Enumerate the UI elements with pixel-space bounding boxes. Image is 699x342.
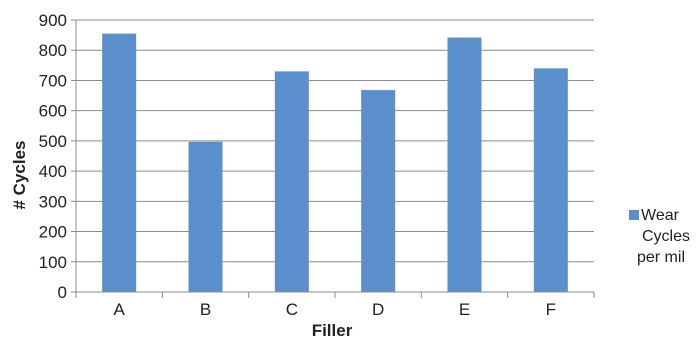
bar-c [274,71,309,292]
y-axis-title: # Cycles [10,141,29,210]
y-tick-label: 200 [39,223,67,242]
y-tick-label: 700 [39,71,67,90]
x-axis-title: Filler [312,321,353,340]
x-tick-label: C [286,300,298,319]
legend: Wear Cycles per mil [629,207,690,266]
axes [75,20,594,293]
y-tick-label: 300 [39,192,67,211]
x-tick-label: E [459,300,470,319]
bars [102,33,568,293]
x-tick-labels: A B C D E F [75,292,595,319]
bar-a [102,33,137,292]
bar-f [533,68,568,292]
y-tick-labels: 0 100 200 300 400 500 600 700 800 900 [39,11,76,302]
x-tick-label: D [372,300,384,319]
bar-e [447,37,482,293]
legend-label-line-3: per mil [637,249,685,266]
x-tick-label: F [546,300,556,319]
legend-label-line-1: Wear [641,207,680,224]
legend-swatch [629,210,639,220]
legend-label-line-2: Cycles [642,228,690,245]
y-tick-label: 100 [39,253,67,272]
y-tick-label: 600 [39,102,67,121]
x-tick-label: B [200,300,211,319]
y-tick-label: 0 [58,283,67,302]
bar-d [361,90,396,292]
y-tick-label: 800 [39,41,67,60]
x-tick-label: A [113,300,125,319]
gridlines [76,19,594,263]
y-tick-label: 500 [39,132,67,151]
y-tick-label: 400 [39,162,67,181]
y-tick-label: 900 [39,11,67,30]
bar-b [188,141,223,292]
